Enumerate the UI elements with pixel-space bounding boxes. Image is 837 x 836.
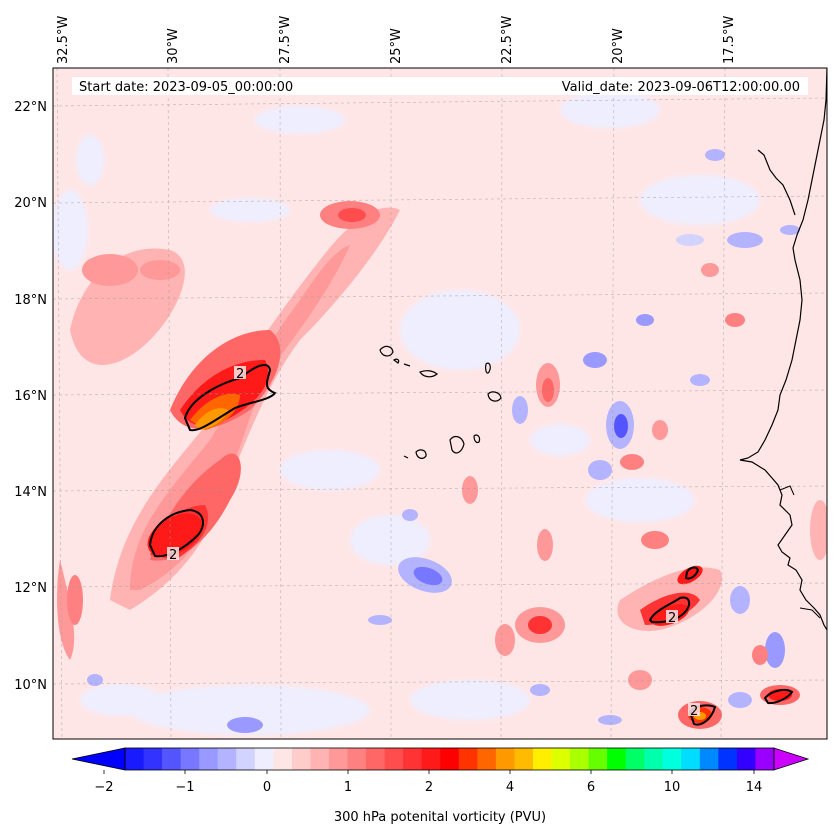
contour-label-south: 2 (169, 548, 177, 563)
lon-label-17-5w: 17.5°W (722, 16, 737, 64)
africa-coastline (739, 68, 827, 631)
colorbar-swatch (644, 748, 664, 770)
lat-label-20n: 20°N (14, 196, 47, 211)
negative-pv-light (53, 92, 760, 735)
lon-label-27-5w: 27.5°W (278, 16, 293, 64)
colorbar-extend-low (71, 747, 126, 771)
colorbar-swatch (662, 748, 682, 770)
colorbar-swatch (217, 748, 237, 770)
colorbar-swatch (199, 748, 219, 770)
contour-label-east: 2 (668, 611, 676, 626)
colorbar-swatch (588, 748, 608, 770)
lat-label-22n: 22°N (14, 100, 47, 115)
lon-label-20w: 20°W (611, 28, 626, 64)
colorbar-swatch (477, 748, 497, 770)
cbar-tick-label: 10 (664, 780, 681, 795)
contour-label-north: 2 (236, 367, 244, 382)
valid-date-text: Valid_date: 2023-09-06T12:00:00.00 (562, 80, 800, 95)
colorbar-swatch (699, 748, 719, 770)
info-bar-background (72, 77, 808, 95)
lat-label-18n: 18°N (14, 293, 47, 308)
colorbar-swatch (384, 748, 404, 770)
colorbar-tick-labels: −2 −1 0 1 2 4 6 10 14 (94, 780, 762, 795)
colorbar-swatch (236, 748, 256, 770)
map-panel: 2 2 2 2 (53, 68, 827, 739)
contour-se-2 (763, 689, 794, 705)
africa-coast-north (757, 149, 796, 216)
colorbar-swatch (755, 748, 775, 770)
colorbar-swatch (347, 748, 367, 770)
colorbar-label: 300 hPa potenital vorticity (PVU) (334, 810, 546, 825)
colorbar-swatch (125, 748, 145, 770)
lat-label-16n: 16°N (14, 389, 47, 404)
colorbar-swatch (681, 748, 701, 770)
africa-coast-inlet-2 (799, 607, 821, 619)
cbar-tick-label: 0 (263, 780, 271, 795)
lon-label-30w: 30°W (166, 28, 181, 64)
lat-label-14n: 14°N (14, 485, 47, 500)
positive-pv-streamer (57, 201, 400, 660)
contour-east-2 (684, 566, 700, 580)
colorbar-swatch (514, 748, 534, 770)
colorbar-swatch (551, 748, 571, 770)
longitude-labels: 32.5°W 30°W 27.5°W 25°W 22.5°W 20°W 17.5… (56, 16, 737, 64)
graticule (53, 68, 827, 739)
lon-label-32-5w: 32.5°W (56, 16, 71, 64)
lat-label-12n: 12°N (14, 581, 47, 596)
latitude-labels: 22°N 20°N 18°N 16°N 14°N 12°N 10°N (14, 100, 47, 693)
map-background (53, 68, 827, 739)
start-date-text: Start date: 2023-09-05_00:00:00 (79, 80, 293, 95)
cbar-tick-label: −2 (94, 780, 113, 795)
contour-north (183, 363, 277, 432)
colorbar-swatch (607, 748, 627, 770)
cbar-tick-label: 6 (587, 780, 595, 795)
colorbar-swatches (125, 748, 775, 770)
contour-label-se: 2 (690, 704, 698, 719)
cape-verde-islands (379, 345, 502, 459)
colorbar-swatch (570, 748, 590, 770)
colorbar-swatch (625, 748, 645, 770)
positive-pv-southeast (67, 263, 827, 729)
colorbar-swatch (273, 748, 293, 770)
cbar-tick-label: 1 (344, 780, 352, 795)
colorbar-swatch (180, 748, 200, 770)
colorbar-swatch (736, 748, 756, 770)
colorbar-extend-high (773, 747, 810, 771)
colorbar-swatch (718, 748, 738, 770)
cbar-tick-label: −1 (175, 780, 194, 795)
africa-coast-inlet (779, 485, 795, 496)
colorbar-swatch (162, 748, 182, 770)
colorbar-swatch (143, 748, 163, 770)
map-frame (52, 67, 828, 740)
colorbar-swatch (440, 748, 460, 770)
colorbar-swatch (495, 748, 515, 770)
colorbar-swatch (403, 748, 423, 770)
lat-label-10n: 10°N (14, 678, 47, 693)
cbar-tick-label: 14 (746, 780, 763, 795)
colorbar: −2 −1 0 1 2 4 6 10 14 300 hPa potenital … (71, 747, 810, 825)
cbar-tick-label: 2 (425, 780, 433, 795)
lon-label-25w: 25°W (389, 28, 404, 64)
cbar-tick-label: 4 (506, 780, 514, 795)
colorbar-swatch (291, 748, 311, 770)
colorbar-ticks (103, 770, 755, 774)
colorbar-swatch (328, 748, 349, 770)
lon-label-22-5w: 22.5°W (500, 16, 515, 64)
colorbar-swatch (310, 748, 330, 770)
colorbar-swatch (532, 748, 552, 770)
colorbar-swatch (254, 748, 274, 770)
colorbar-swatch (458, 748, 478, 770)
colorbar-frame (124, 747, 775, 771)
colorbar-swatch (366, 748, 386, 770)
colorbar-swatch (421, 748, 441, 770)
negative-pv-blue (87, 149, 800, 733)
contour-labels: 2 2 2 2 (167, 366, 700, 719)
